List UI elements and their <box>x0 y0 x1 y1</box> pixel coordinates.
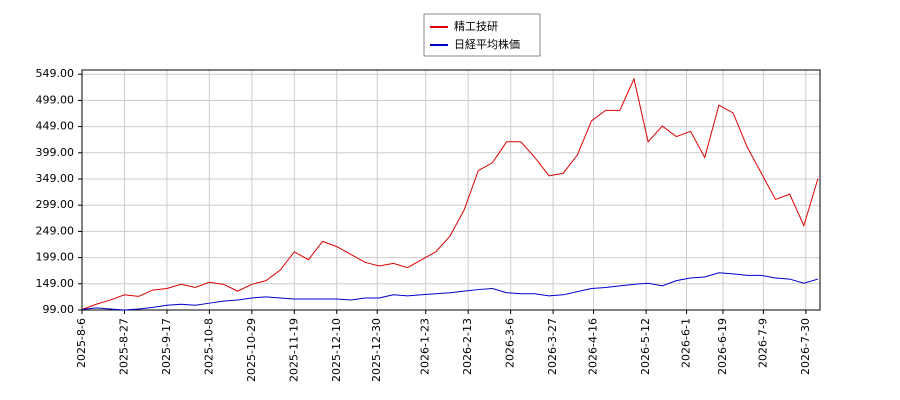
y-tick-label: 249.00 <box>36 224 75 237</box>
x-tick-label: 2026-4-16 <box>587 318 600 375</box>
x-tick-label: 2026-7-9 <box>756 318 769 368</box>
y-tick-label: 149.00 <box>36 277 75 290</box>
x-tick-label: 2025-10-29 <box>245 318 258 382</box>
x-tick-label: 2025-11-19 <box>287 318 300 382</box>
x-tick-label: 2025-12-10 <box>330 318 343 382</box>
x-tick-label: 2025-8-27 <box>117 318 130 375</box>
x-tick-label: 2026-2-13 <box>461 318 474 375</box>
series-line <box>81 272 819 311</box>
x-tick-label: 2026-1-23 <box>419 318 432 375</box>
x-tick-label: 2026-5-12 <box>639 318 652 375</box>
y-tick-label: 399.00 <box>36 146 75 159</box>
x-tick-label: 2026-3-6 <box>504 318 517 368</box>
y-tick-label: 99.00 <box>43 303 75 316</box>
series-line <box>81 77 819 310</box>
y-tick-label: 349.00 <box>36 172 75 185</box>
plot-frame <box>81 69 821 311</box>
legend-box <box>423 13 541 57</box>
legend-label: 精工技研 <box>454 20 498 33</box>
x-tick-label: 2025-12-30 <box>370 318 383 382</box>
y-tick-label: 449.00 <box>36 120 75 133</box>
x-tick-label: 2025-10-8 <box>202 318 215 375</box>
x-tick-label: 2025-9-17 <box>160 318 173 375</box>
x-tick-label: 2026-6-1 <box>680 318 693 368</box>
y-tick-label: 199.00 <box>36 251 75 264</box>
x-tick-label: 2026-6-19 <box>716 318 729 375</box>
y-tick-label: 549.00 <box>36 67 75 80</box>
y-tick-label: 499.00 <box>36 93 75 106</box>
x-tick-label: 2026-7-30 <box>799 318 812 375</box>
x-tick-label: 2026-3-27 <box>546 318 559 375</box>
x-tick-label: 2025-8-6 <box>75 318 88 368</box>
legend-label: 日経平均株価 <box>454 37 520 51</box>
y-tick-label: 299.00 <box>36 198 75 211</box>
